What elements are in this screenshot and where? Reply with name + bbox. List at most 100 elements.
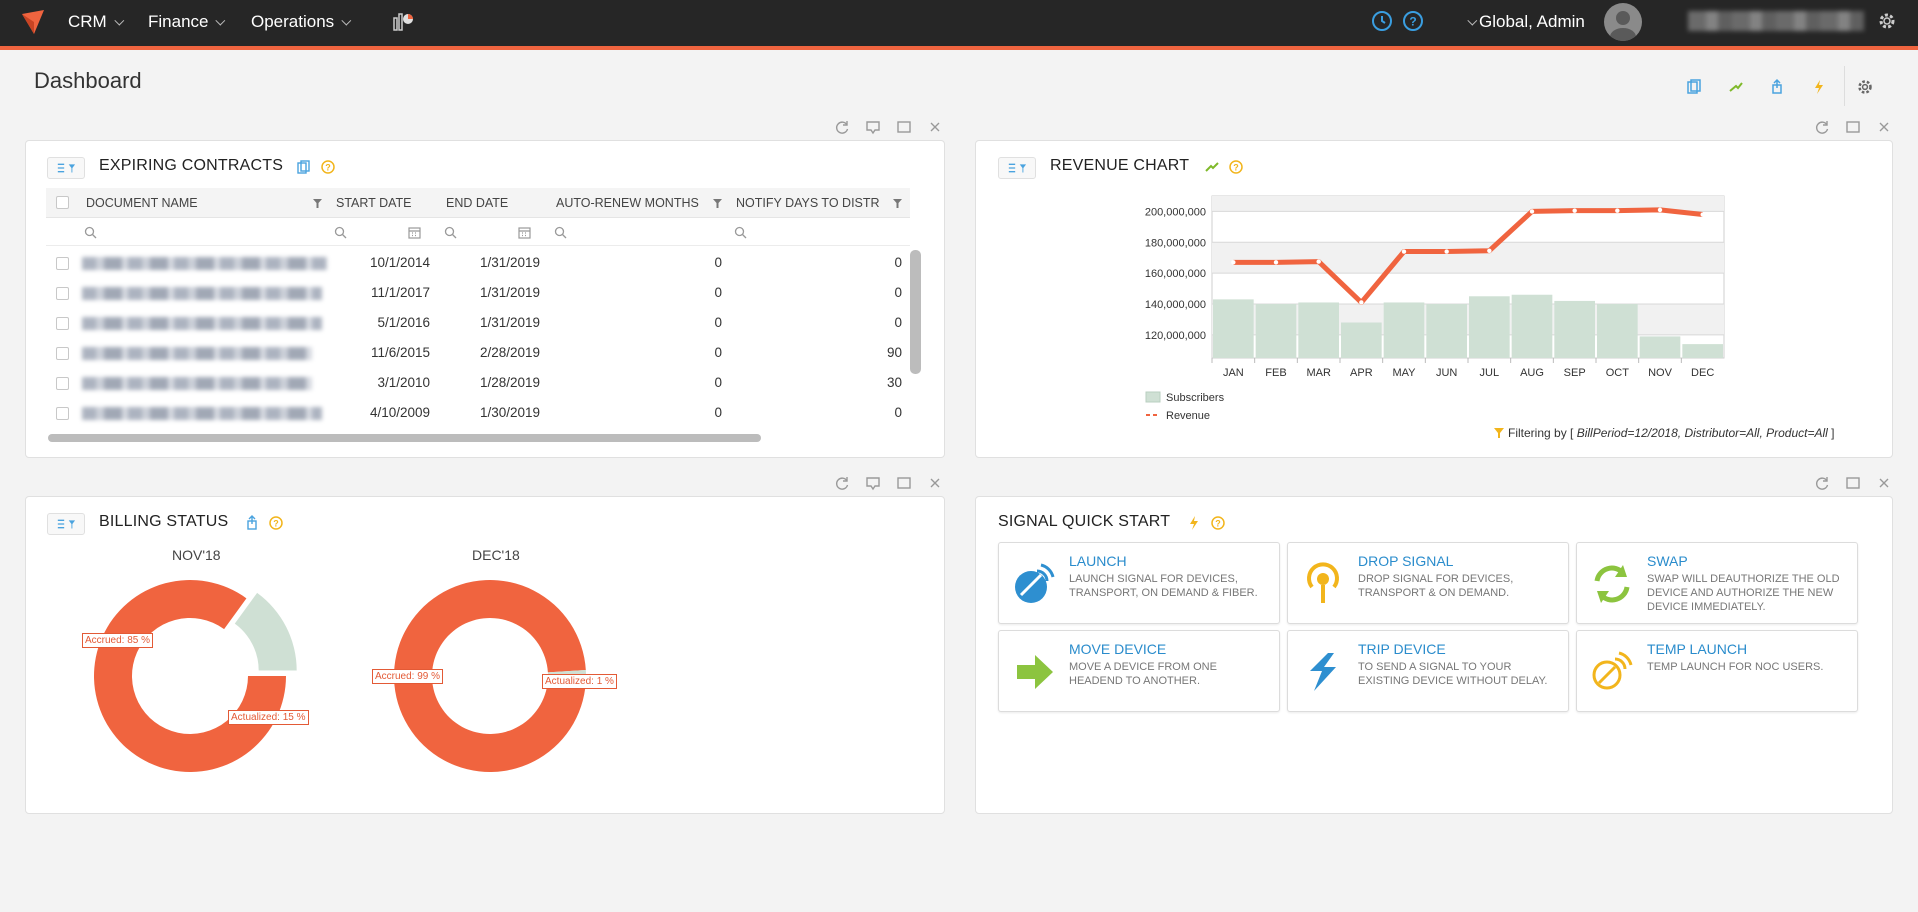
close-icon[interactable] — [927, 475, 943, 491]
close-icon[interactable] — [927, 119, 943, 135]
svg-text:?: ? — [325, 163, 331, 173]
donut-title-nov: NOV'18 — [172, 547, 221, 563]
report-chart-icon[interactable] — [392, 10, 414, 32]
table-row[interactable]: 5/1/2016 1/31/2019 0 0 — [46, 308, 910, 338]
help-badge-icon[interactable]: ? — [320, 159, 336, 175]
signal-bolt-icon[interactable] — [1186, 515, 1202, 531]
app-logo-icon[interactable] — [20, 10, 46, 34]
blurred-document-name — [82, 317, 322, 330]
refresh-icon[interactable] — [1814, 475, 1830, 491]
column-header-end-date[interactable]: END DATE — [446, 196, 509, 210]
table-row[interactable]: 10/1/2014 1/31/2019 0 0 — [46, 248, 910, 278]
quickstart-card-swap[interactable]: SWAP SWAP WILL DEAUTHORIZE THE OLD DEVIC… — [1576, 542, 1858, 624]
table-horizontal-scrollbar[interactable] — [48, 434, 761, 442]
settings-gear-icon[interactable] — [1856, 78, 1874, 96]
x-tick-label: MAR — [1306, 367, 1331, 379]
column-header-start-date[interactable]: START DATE — [336, 196, 412, 210]
download-icon[interactable] — [865, 475, 881, 491]
column-header-document-name[interactable]: DOCUMENT NAME — [86, 196, 198, 210]
search-icon[interactable] — [334, 226, 347, 239]
donut-slice-accrued — [394, 580, 586, 773]
column-filter-icon[interactable] — [313, 199, 322, 208]
copy-icon[interactable] — [296, 159, 312, 175]
quickstart-card-title: MOVE DEVICE — [1069, 641, 1167, 657]
header-divider — [1844, 66, 1845, 106]
maximize-icon[interactable] — [1845, 119, 1861, 135]
quickstart-card-temp-launch[interactable]: TEMP LAUNCH TEMP LAUNCH FOR NOC USERS. — [1576, 630, 1858, 712]
cell-end-date: 1/31/2019 — [479, 255, 540, 270]
column-header-auto-renew-months[interactable]: AUTO-RENEW MONTHS — [556, 196, 699, 210]
subscribers-bar — [1682, 344, 1723, 358]
refresh-icon[interactable] — [834, 475, 850, 491]
nav-finance[interactable]: Finance — [148, 0, 226, 44]
download-icon[interactable] — [865, 119, 881, 135]
quickstart-card-move-device[interactable]: MOVE DEVICE MOVE A DEVICE FROM ONE HEADE… — [998, 630, 1280, 712]
quickstart-card-description: TEMP LAUNCH FOR NOC USERS. — [1647, 661, 1824, 673]
help-badge-icon[interactable]: ? — [1228, 159, 1244, 175]
quickstart-card-launch[interactable]: LAUNCH LAUNCH SIGNAL FOR DEVICES, TRANSP… — [998, 542, 1280, 624]
row-checkbox[interactable] — [56, 287, 69, 300]
maximize-icon[interactable] — [896, 119, 912, 135]
subscribers-bar — [1341, 322, 1382, 358]
nav-crm[interactable]: CRM — [68, 0, 124, 44]
search-icon[interactable] — [444, 226, 457, 239]
table-row[interactable]: 11/6/2015 2/28/2019 0 90 — [46, 338, 910, 368]
row-checkbox[interactable] — [56, 257, 69, 270]
user-menu[interactable]: Global, Admin — [1466, 0, 1585, 44]
filter-note-prefix: Filtering by [ — [1508, 426, 1577, 440]
billing-upload-icon[interactable] — [244, 515, 260, 531]
search-icon[interactable] — [734, 226, 747, 239]
revenue-chart: 120,000,000 140,000,000 160,000,000 180,000… — [1145, 195, 1725, 422]
row-checkbox[interactable] — [56, 347, 69, 360]
x-tick-label: JAN — [1223, 367, 1244, 379]
refresh-icon[interactable] — [1814, 119, 1830, 135]
revenue-point — [1657, 207, 1663, 213]
clock-icon[interactable] — [1371, 10, 1393, 32]
search-icon[interactable] — [554, 226, 567, 239]
revenue-point — [1359, 300, 1364, 305]
table-row[interactable]: 4/10/2009 1/30/2019 0 0 — [46, 398, 910, 428]
gear-icon[interactable] — [1876, 10, 1898, 32]
subscribers-bar — [1213, 299, 1254, 358]
chevron-down-icon — [341, 15, 352, 26]
maximize-icon[interactable] — [896, 475, 912, 491]
refresh-icon[interactable] — [834, 119, 850, 135]
quickstart-card-title: TEMP LAUNCH — [1647, 641, 1748, 657]
close-icon[interactable] — [1876, 475, 1892, 491]
nav-operations[interactable]: Operations — [251, 0, 352, 44]
trend-up-icon[interactable] — [1204, 159, 1220, 175]
close-icon[interactable] — [1876, 119, 1892, 135]
help-icon[interactable]: ? — [1402, 10, 1424, 32]
copy-contracts-icon[interactable] — [1685, 78, 1703, 96]
column-filter-icon[interactable] — [893, 199, 902, 208]
help-badge-icon[interactable]: ? — [268, 515, 284, 531]
column-filter-icon[interactable] — [713, 199, 722, 208]
quickstart-card-trip-device[interactable]: TRIP DEVICE TO SEND A SIGNAL TO YOUR EXI… — [1287, 630, 1569, 712]
row-checkbox[interactable] — [56, 377, 69, 390]
calendar-icon[interactable] — [408, 226, 421, 239]
search-icon[interactable] — [84, 226, 97, 239]
select-all-checkbox[interactable] — [56, 196, 69, 209]
list-filter-toggle[interactable] — [47, 513, 85, 535]
calendar-icon[interactable] — [518, 226, 531, 239]
filter-note-suffix: ] — [1827, 426, 1835, 440]
grid-band — [1212, 196, 1724, 212]
signal-bolt-icon[interactable] — [1810, 78, 1828, 96]
trend-up-icon[interactable] — [1727, 78, 1745, 96]
list-filter-toggle[interactable] — [47, 157, 85, 179]
maximize-icon[interactable] — [1845, 475, 1861, 491]
table-row[interactable]: 3/1/2010 1/28/2019 0 30 — [46, 368, 910, 398]
column-header-notify-days[interactable]: NOTIFY DAYS TO DISTR — [736, 196, 880, 210]
table-vertical-scrollbar[interactable] — [910, 250, 921, 374]
temp-satellite-icon — [1592, 651, 1633, 690]
billing-upload-icon[interactable] — [1768, 78, 1786, 96]
row-checkbox[interactable] — [56, 407, 69, 420]
table-row[interactable]: 11/1/2017 1/31/2019 0 0 — [46, 278, 910, 308]
quickstart-card-drop-signal[interactable]: DROP SIGNAL DROP SIGNAL FOR DEVICES, TRA… — [1287, 542, 1569, 624]
y-tick-label: 120,000,000 — [1145, 330, 1206, 342]
avatar[interactable] — [1604, 3, 1642, 41]
revenue-point — [1487, 248, 1492, 253]
row-checkbox[interactable] — [56, 317, 69, 330]
help-badge-icon[interactable]: ? — [1210, 515, 1226, 531]
list-filter-toggle[interactable] — [998, 157, 1036, 179]
